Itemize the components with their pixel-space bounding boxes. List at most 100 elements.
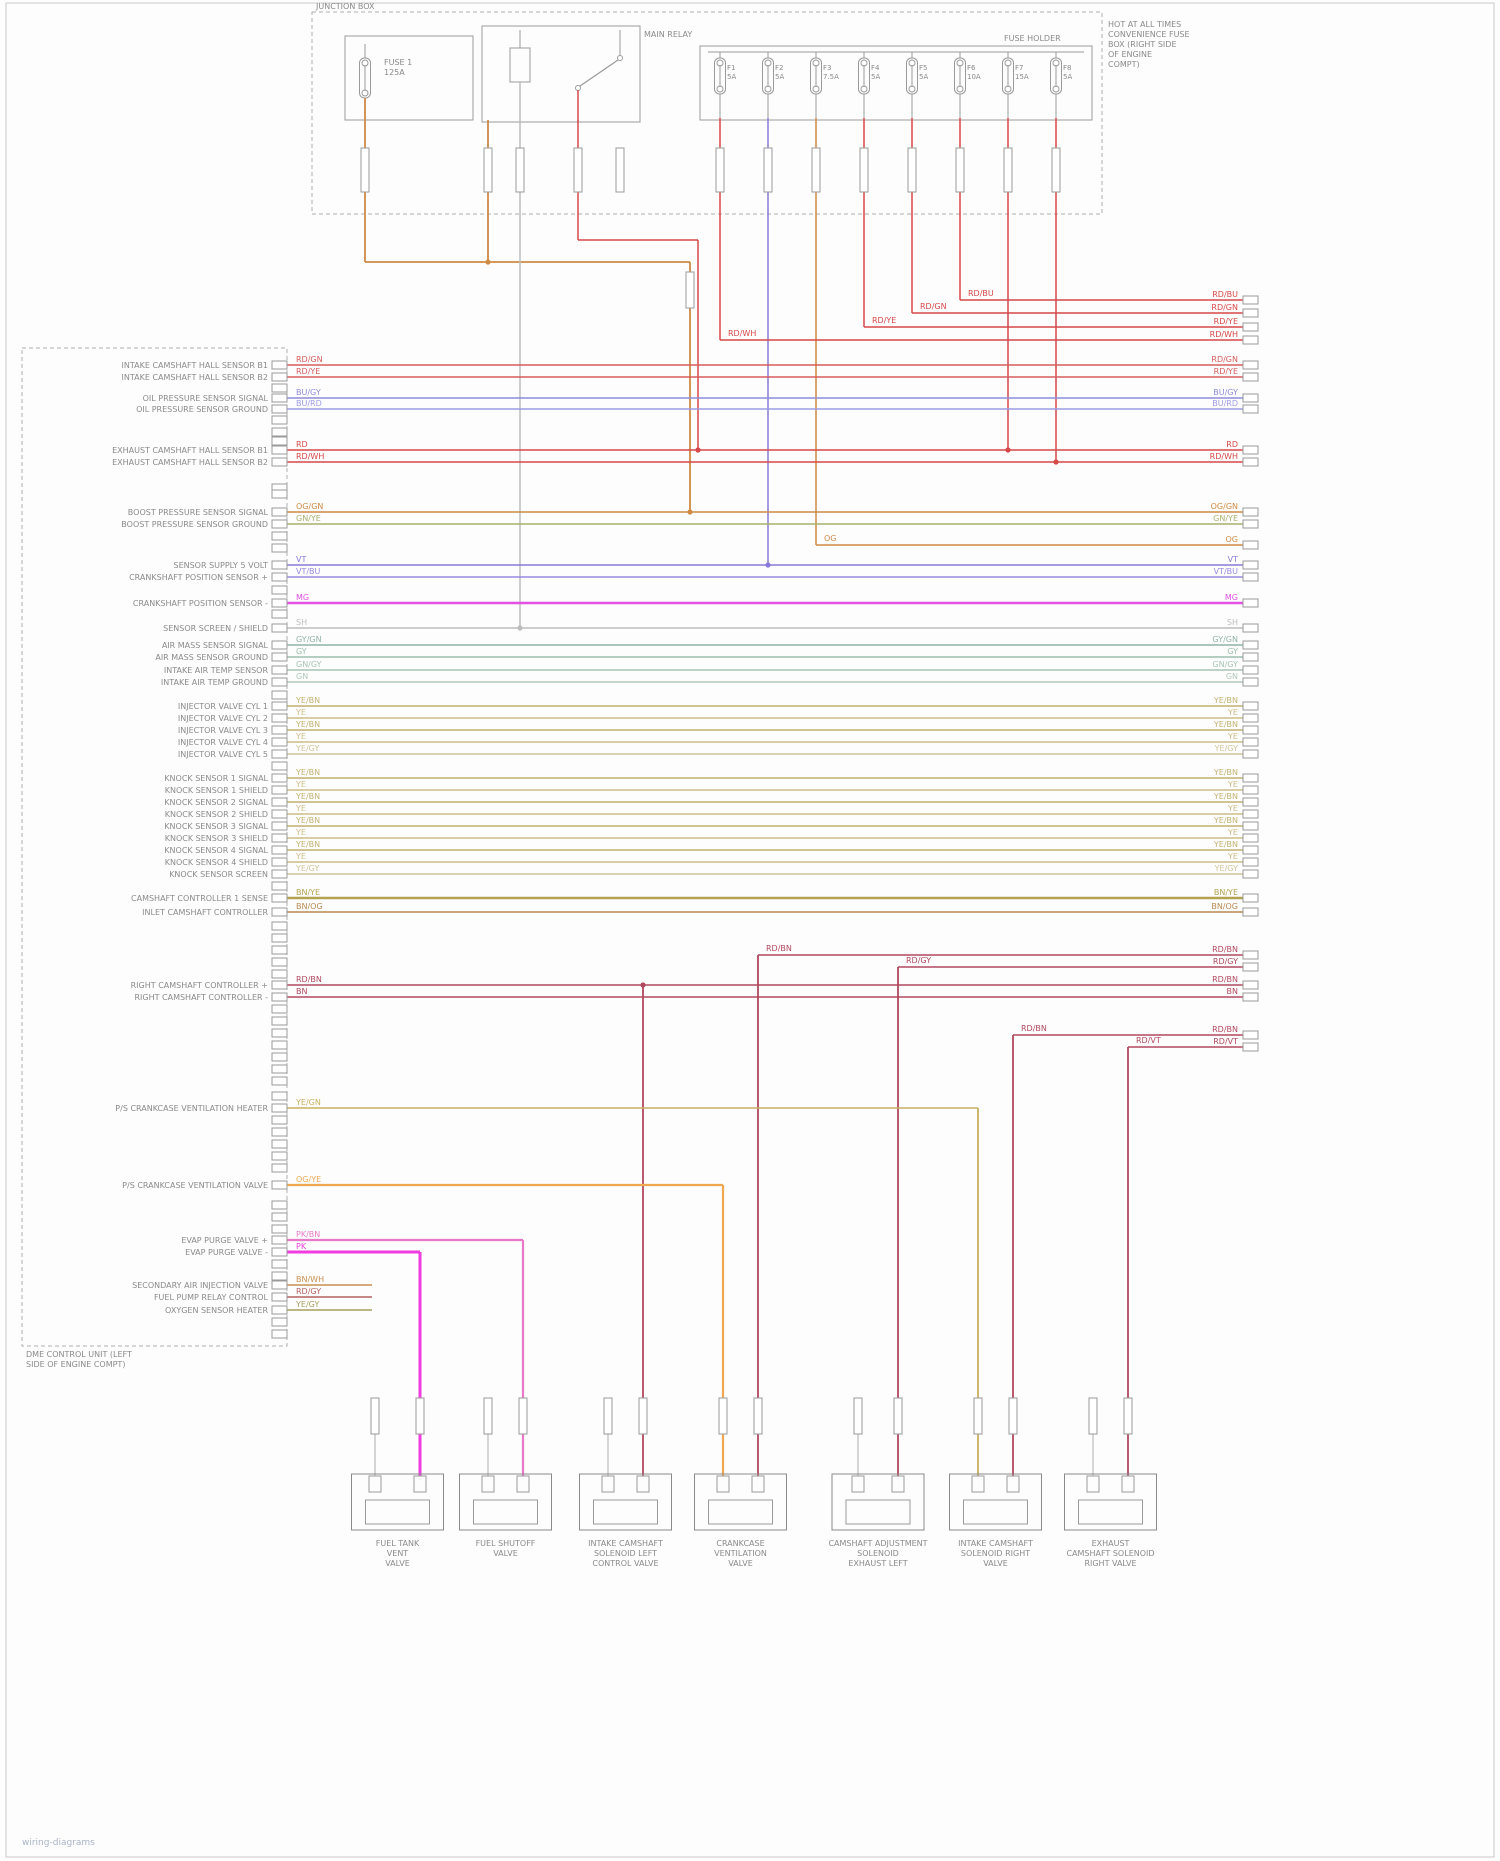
wire-code: BU/RD: [296, 399, 322, 408]
ecm-pin-label: INTAKE CAMSHAFT HALL SENSOR B2: [122, 373, 268, 382]
connector-pin: [1242, 785, 1259, 795]
connector-pin: [271, 945, 288, 955]
wire-code-right: SH: [1227, 618, 1238, 627]
fuse-name: F7: [1015, 64, 1023, 72]
connector-pin: [271, 585, 288, 595]
junction-dot: [687, 509, 693, 515]
connector-pin: [1242, 725, 1259, 735]
wire-code: GY/GN: [296, 635, 322, 644]
component-terminal: [516, 1475, 530, 1493]
ecm-pin-label: INTAKE AIR TEMP SENSOR: [164, 666, 269, 675]
component-label: EXHAUST LEFT: [848, 1559, 907, 1568]
component-body: [473, 1499, 538, 1525]
connector-pin: [271, 519, 288, 529]
connector-pin: [1242, 1042, 1259, 1052]
wire-code-right: YE/BN: [1213, 840, 1238, 849]
fuse-amp: 5A: [727, 73, 736, 81]
junction-dot: [1005, 447, 1011, 453]
wire-code: MG: [296, 593, 309, 602]
relay-contact: [575, 85, 581, 91]
connector-pin: [1242, 665, 1259, 675]
relay-coil: [509, 47, 531, 83]
connector-pin: [271, 427, 288, 437]
connector-pin: [271, 833, 288, 843]
junction-dot: [695, 447, 701, 453]
wire-code: YE/GN: [295, 1098, 321, 1107]
wire-code-right: RD/GN: [1211, 303, 1238, 312]
component-label: EXHAUST: [1092, 1539, 1130, 1548]
wire-code-right: YE/GY: [1214, 864, 1238, 873]
ecm-label-line2: SIDE OF ENGINE COMPT): [26, 1360, 126, 1369]
ecm-pin-label: KNOCK SENSOR SCREEN: [169, 870, 268, 879]
connector-pin: [271, 845, 288, 855]
wire-code: YE/BN: [295, 792, 320, 801]
wire-code: BN: [296, 987, 307, 996]
connector-pin: [518, 1397, 528, 1435]
junction-dot: [1053, 459, 1059, 465]
fuse-name: F3: [823, 64, 831, 72]
fuse-name: F2: [775, 64, 783, 72]
connector-pin: [1242, 893, 1259, 903]
connector-pin: [271, 560, 288, 570]
component-terminal: [891, 1475, 905, 1493]
ecm-pin-label: OIL PRESSURE SENSOR SIGNAL: [143, 394, 269, 403]
wire-code-right: MG: [1225, 593, 1238, 602]
component-body: [708, 1499, 773, 1525]
ecm-pin-label: INJECTOR VALVE CYL 3: [178, 726, 268, 735]
junction-dot: [485, 259, 491, 265]
connector-pin: [271, 404, 288, 414]
connector-pin: [718, 1397, 728, 1435]
connector-pin: [271, 609, 288, 619]
wire-code: YE/GY: [295, 864, 319, 873]
connector-pin: [638, 1397, 648, 1435]
ecm-pin-label: KNOCK SENSOR 3 SHIELD: [165, 834, 268, 843]
component-box: [831, 1473, 925, 1531]
wire-code: YE/BN: [295, 840, 320, 849]
component-label: RIGHT VALVE: [1084, 1559, 1136, 1568]
wire-code-right: RD/WH: [1210, 330, 1238, 339]
junction-dot: [517, 625, 523, 631]
wire-code: RD/GN: [296, 355, 323, 364]
wire-code-right: BN/YE: [1214, 888, 1238, 897]
connector-pin: [271, 436, 288, 446]
connector-pin: [1242, 598, 1259, 608]
connector-pin: [271, 725, 288, 735]
wire-code: VT/BU: [296, 567, 321, 576]
ecm-pin-label: INJECTOR VALVE CYL 1: [178, 702, 268, 711]
relay-contact: [617, 55, 623, 61]
connector-pin: [271, 1091, 288, 1101]
watermark: wiring-diagrams: [22, 1838, 95, 1848]
component-terminal: [601, 1475, 615, 1493]
fuse-name: F8: [1063, 64, 1071, 72]
connector-pin: [1242, 797, 1259, 807]
wire-code: YE: [295, 780, 306, 789]
connector-pin: [1242, 821, 1259, 831]
connector-pin: [515, 147, 525, 193]
junction-dot: [640, 982, 646, 988]
wire-code-right: RD/WH: [1210, 452, 1238, 461]
wire-code: YE: [295, 708, 306, 717]
component-terminal: [1121, 1475, 1135, 1493]
wire-code-right: YE: [1227, 852, 1238, 861]
connector-pin: [271, 445, 288, 455]
ecm-pin-label: KNOCK SENSOR 3 SIGNAL: [164, 822, 268, 831]
connector-pin: [271, 652, 288, 662]
junction-box-label: JUNCTION BOX: [316, 2, 375, 11]
connector-pin: [271, 1200, 288, 1210]
fuse1-box: [344, 35, 474, 121]
wire-code: RD/VT: [1136, 1036, 1161, 1045]
wire-code: GN/GY: [296, 660, 322, 669]
connector-pin: [271, 761, 288, 771]
wire-code-right: GN/YE: [1213, 514, 1238, 523]
connector-pin: [1242, 1030, 1259, 1040]
ecm-pin-label: KNOCK SENSOR 2 SHIELD: [165, 810, 268, 819]
connector-pin: [271, 457, 288, 467]
wire-code-right: GY: [1227, 647, 1238, 656]
wire-code-right: YE: [1227, 828, 1238, 837]
connector-pin: [1242, 372, 1259, 382]
wire-code-right: RD/YE: [1214, 367, 1238, 376]
wire-code: YE/BN: [295, 768, 320, 777]
wire-code-right: BN: [1227, 987, 1238, 996]
wire-code-right: OG: [1226, 535, 1239, 544]
connector-pin: [271, 969, 288, 979]
